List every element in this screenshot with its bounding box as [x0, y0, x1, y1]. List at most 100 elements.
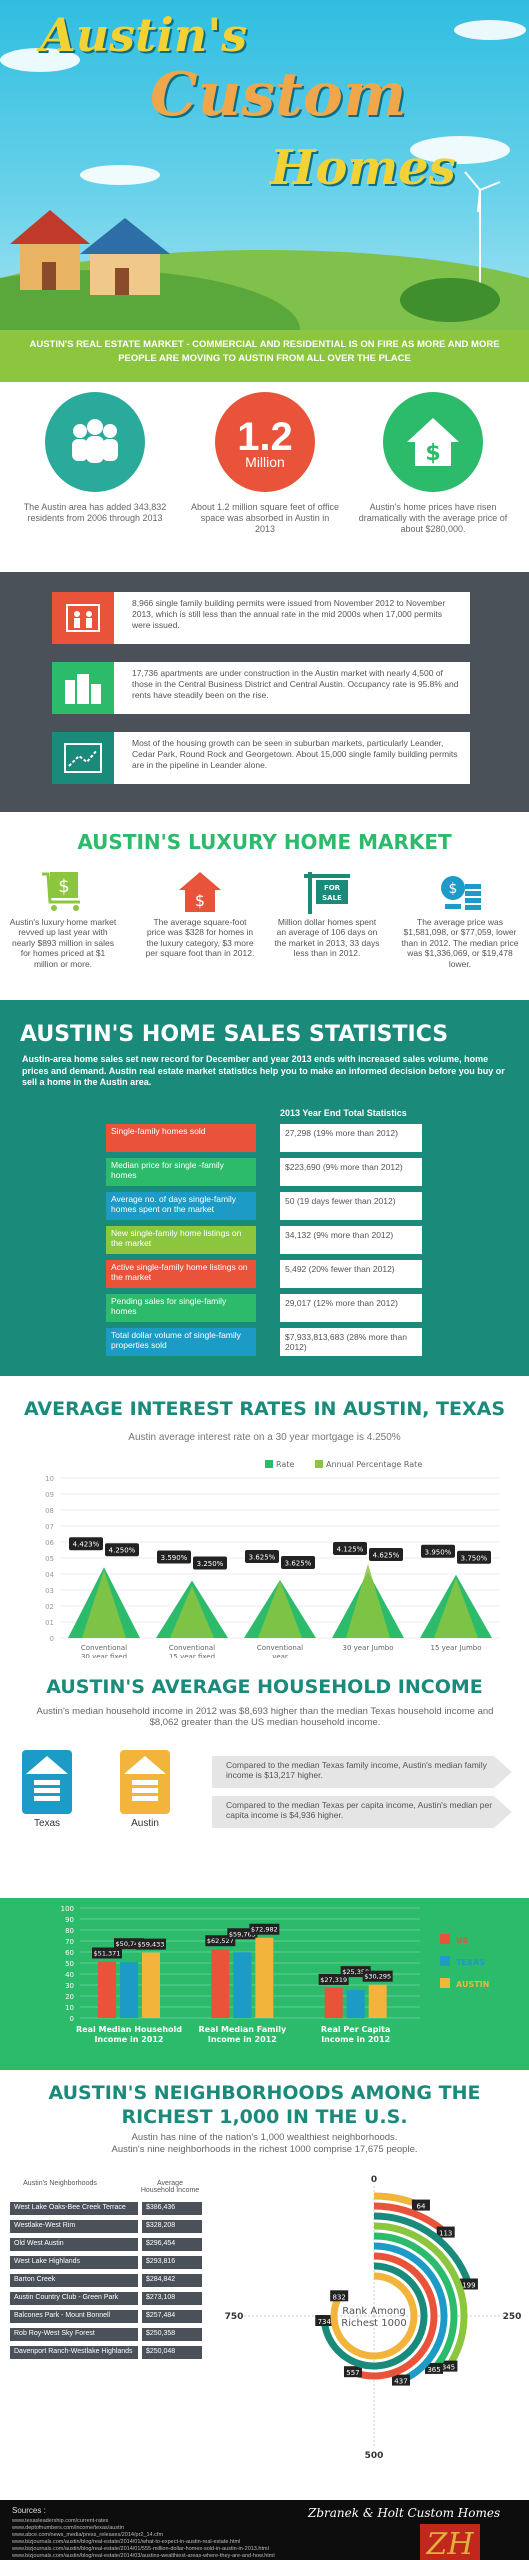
stat-row: Active single-family home listings on th…	[106, 1260, 422, 1290]
category-label: 30 year fixed	[81, 1653, 127, 1658]
category-label: Income in 2012	[95, 2035, 164, 2044]
neighborhood-income: $296,454	[142, 2238, 202, 2251]
stat-row: Pending sales for single-family homes 29,…	[106, 1294, 422, 1324]
scale-label: 0	[371, 2175, 377, 2185]
nb-title-1: AUSTIN'S NEIGHBORHOODS AMONG THE	[48, 2082, 481, 2104]
y-tick-label: 70	[65, 1938, 74, 1946]
rank-arc	[373, 2212, 473, 2286]
stat-value: 29,017 (12% more than 2012)	[280, 1294, 422, 1322]
nb-title-2: RICHEST 1,000 IN THE U.S.	[121, 2106, 408, 2128]
stat-value: 50 (19 days fewer than 2012)	[280, 1192, 422, 1220]
nb-sub-1: Austin has nine of the nation's 1,000 we…	[131, 2132, 398, 2143]
fact-text: Austin's home prices have risen dramatic…	[358, 502, 508, 534]
source-link[interactable]: www.deptofnumbers.com/income/texas/austi…	[12, 2525, 124, 2531]
y-tick-label: 03	[45, 1587, 54, 1595]
y-tick-label: 04	[45, 1571, 54, 1579]
data-label-box	[421, 1544, 455, 1558]
neighborhood-name: Westlake-West Rim	[10, 2220, 138, 2233]
source-link[interactable]: www.bizjournals.com/austin/blog/real-est…	[12, 2553, 275, 2559]
rank-label: 64	[417, 2203, 426, 2211]
texas-label: Texas	[33, 1818, 61, 1829]
center-label: Rank Among	[342, 2306, 406, 2317]
y-tick-label: 30	[65, 1982, 74, 1990]
source-link[interactable]: www.abce.com/news_media/press_releases/2…	[12, 2532, 164, 2538]
stat-value: 34,132 (9% more than 2012)	[280, 1226, 422, 1254]
apr-peak	[82, 1570, 126, 1638]
source-link[interactable]: www.texasleadership.com/current-rates	[12, 2518, 109, 2524]
data-label-box	[193, 1556, 227, 1570]
buildings-icon	[52, 662, 114, 714]
rank-arc	[330, 2272, 418, 2360]
income-bar	[324, 1987, 343, 2018]
rank-arc	[373, 2222, 468, 2369]
rank-label: 557	[346, 2369, 359, 2377]
highlight-apartments: 17,736 apartments are under construction…	[52, 662, 470, 714]
scale-label: 750	[225, 2312, 244, 2322]
y-tick-label: 02	[45, 1603, 54, 1611]
source-link[interactable]: www.bizjournals.com/austin/blog/real-est…	[12, 2546, 269, 2552]
apr-peak	[346, 1564, 390, 1638]
category-label: 15 year Jumbo	[430, 1644, 481, 1652]
neighborhood-row: Barton Creek $284,842	[10, 2274, 202, 2288]
income-compare-family: Compared to the median Texas family inco…	[212, 1756, 512, 1788]
bar-label: $50,740	[116, 1940, 143, 1948]
bar-label: $51,371	[94, 1949, 121, 1957]
rank-arc	[351, 2252, 438, 2380]
y-tick-label: 40	[65, 1971, 74, 1979]
y-tick-label: 05	[45, 1555, 54, 1563]
highlight-text: Most of the housing growth can be seen i…	[132, 738, 458, 770]
subtitle-banner: AUSTIN'S REAL ESTATE MARKET - COMMERCIAL…	[0, 330, 529, 382]
apr-peak	[170, 1586, 214, 1638]
y-tick-label: 09	[45, 1491, 54, 1499]
shopping-cart-icon: $	[42, 872, 80, 911]
y-tick-label: 50	[65, 1960, 74, 1968]
neighborhood-row: West Lake Highlands $293,816	[10, 2256, 202, 2270]
stat-row: Median price for single -family homes $22…	[106, 1158, 422, 1188]
y-tick-label: 08	[45, 1507, 54, 1515]
fact-home-prices: $ Austin's home prices have risen dramat…	[358, 392, 508, 535]
neighborhood-income: $293,816	[142, 2256, 202, 2269]
family-icon	[52, 592, 114, 644]
category-label: year	[272, 1653, 288, 1658]
legend-label: TEXAS	[456, 1958, 485, 1967]
income-bar	[142, 1952, 160, 2018]
stat-label: Single-family homes sold	[106, 1124, 256, 1152]
rank-label: 365	[427, 2366, 440, 2374]
source-link[interactable]: www.bizjournals.com/austin/blog/real-est…	[12, 2539, 241, 2545]
stat-label: Average no. of days single-family homes …	[106, 1192, 256, 1220]
hero-banner: Austin's Custom Homes	[0, 0, 529, 330]
stats-header: 2013 Year End Total Statistics	[280, 1108, 407, 1118]
income-intro: Austin's median household income in 2012…	[36, 1706, 494, 1728]
legend-swatch	[265, 1460, 273, 1468]
svg-text:$: $	[449, 881, 458, 897]
legend-swatch	[440, 1956, 450, 1966]
bar-label: $59,765	[229, 1930, 256, 1938]
neighborhood-income: $273,108	[142, 2292, 202, 2305]
y-tick-label: 10	[45, 1475, 54, 1483]
data-label-box	[281, 1556, 315, 1569]
rank-label-box	[439, 2360, 458, 2372]
sources-label: Sources :	[12, 2506, 46, 2515]
category-label: Conventional	[169, 1644, 215, 1652]
luxury-text: Million dollar homes spent an average of…	[274, 916, 380, 959]
data-label: 4.625%	[373, 1552, 400, 1560]
texas-house-icon	[22, 1750, 72, 1814]
brand-logo: ZH	[420, 2524, 480, 2560]
stat-row: Total dollar volume of single-family pro…	[106, 1328, 422, 1358]
household-income-section: AUSTIN'S AVERAGE HOUSEHOLD INCOME Austin…	[0, 1666, 529, 1898]
bar-label-box	[227, 1928, 258, 1940]
sources-footer: Sources : www.texasleadership.com/curren…	[0, 2500, 529, 2560]
neighborhood-name: Old West Austin	[10, 2238, 138, 2251]
luxury-title: AUSTIN'S LUXURY HOME MARKET	[77, 830, 452, 854]
house-dollar-icon: $	[383, 392, 483, 492]
rank-label-box	[330, 2290, 349, 2302]
legend-swatch	[315, 1460, 323, 1468]
stat-label: Median price for single -family homes	[106, 1158, 256, 1186]
luxury-item-sqft: $ The average square-foot price was $328…	[145, 870, 255, 959]
neighborhood-row: Old West Austin $296,454	[10, 2238, 202, 2252]
category-label: 30 year Jumbo	[342, 1644, 393, 1652]
nb-sub-2: Austin's nine neighborhoods in the riche…	[111, 2144, 418, 2155]
stat-row: New single-family home listings on the m…	[106, 1226, 422, 1256]
rank-label-box	[436, 2226, 455, 2238]
